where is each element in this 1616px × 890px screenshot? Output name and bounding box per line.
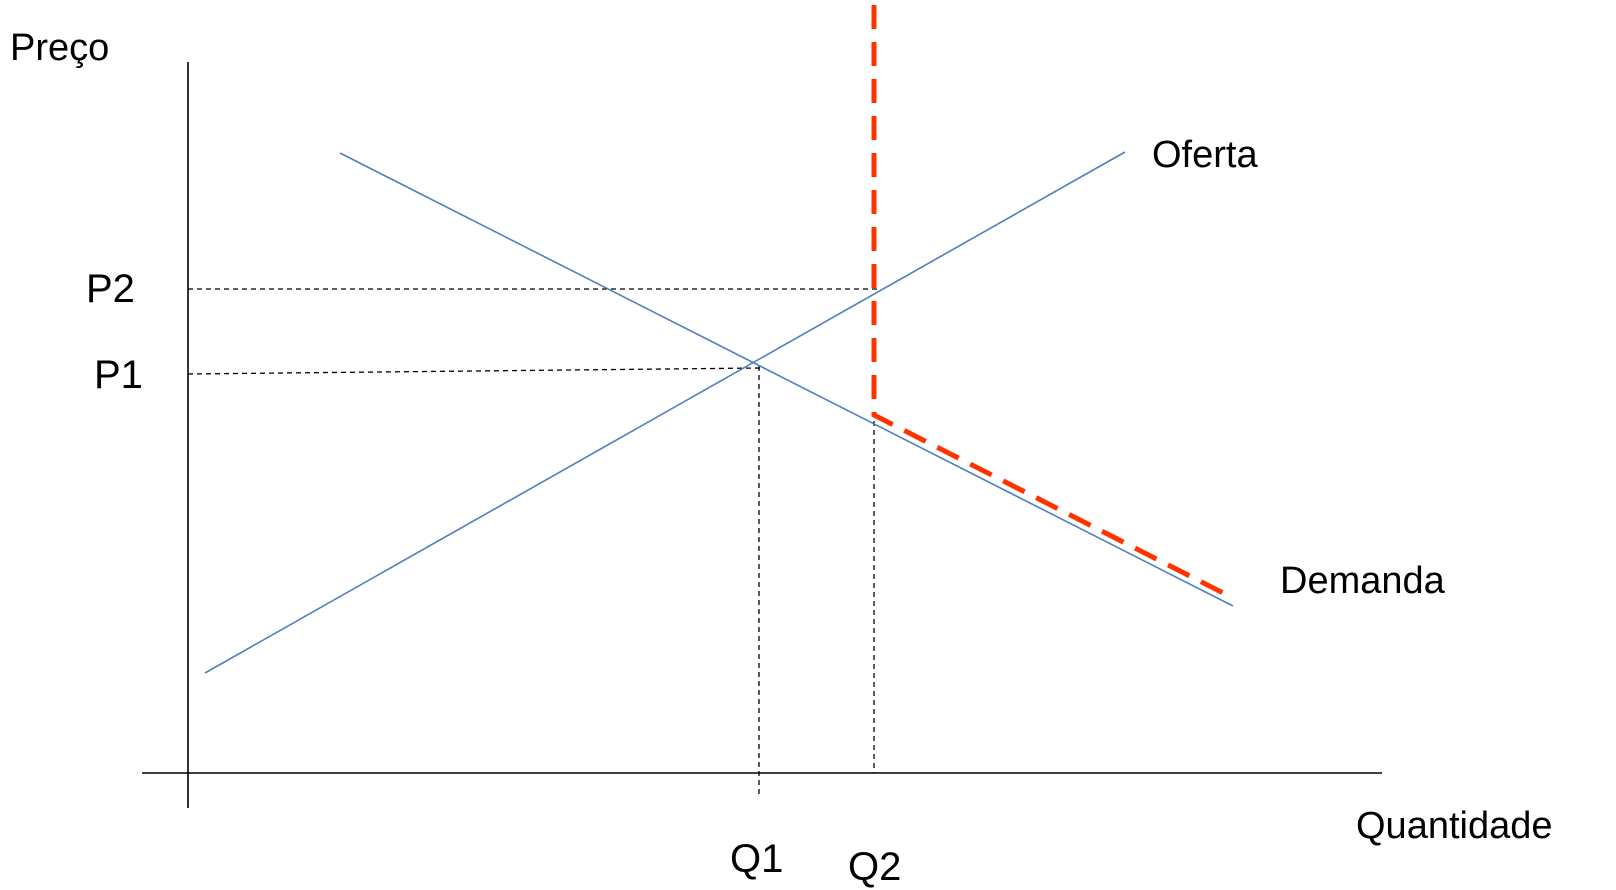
supply-label: Oferta — [1152, 134, 1258, 176]
demand-label: Demanda — [1280, 560, 1446, 602]
p1-guide-line — [187, 367, 761, 375]
kinked-demand-curve — [871, 5, 1235, 601]
supply-curve — [204, 151, 1126, 674]
x-axis-label: Quantidade — [1356, 805, 1553, 847]
p2-label: P2 — [86, 267, 135, 311]
q2-label: Q2 — [848, 845, 901, 889]
demand-curve — [339, 152, 1234, 607]
p1-label: P1 — [94, 353, 143, 397]
q1-label: Q1 — [730, 837, 783, 881]
y-axis-label: Preço — [10, 27, 109, 69]
